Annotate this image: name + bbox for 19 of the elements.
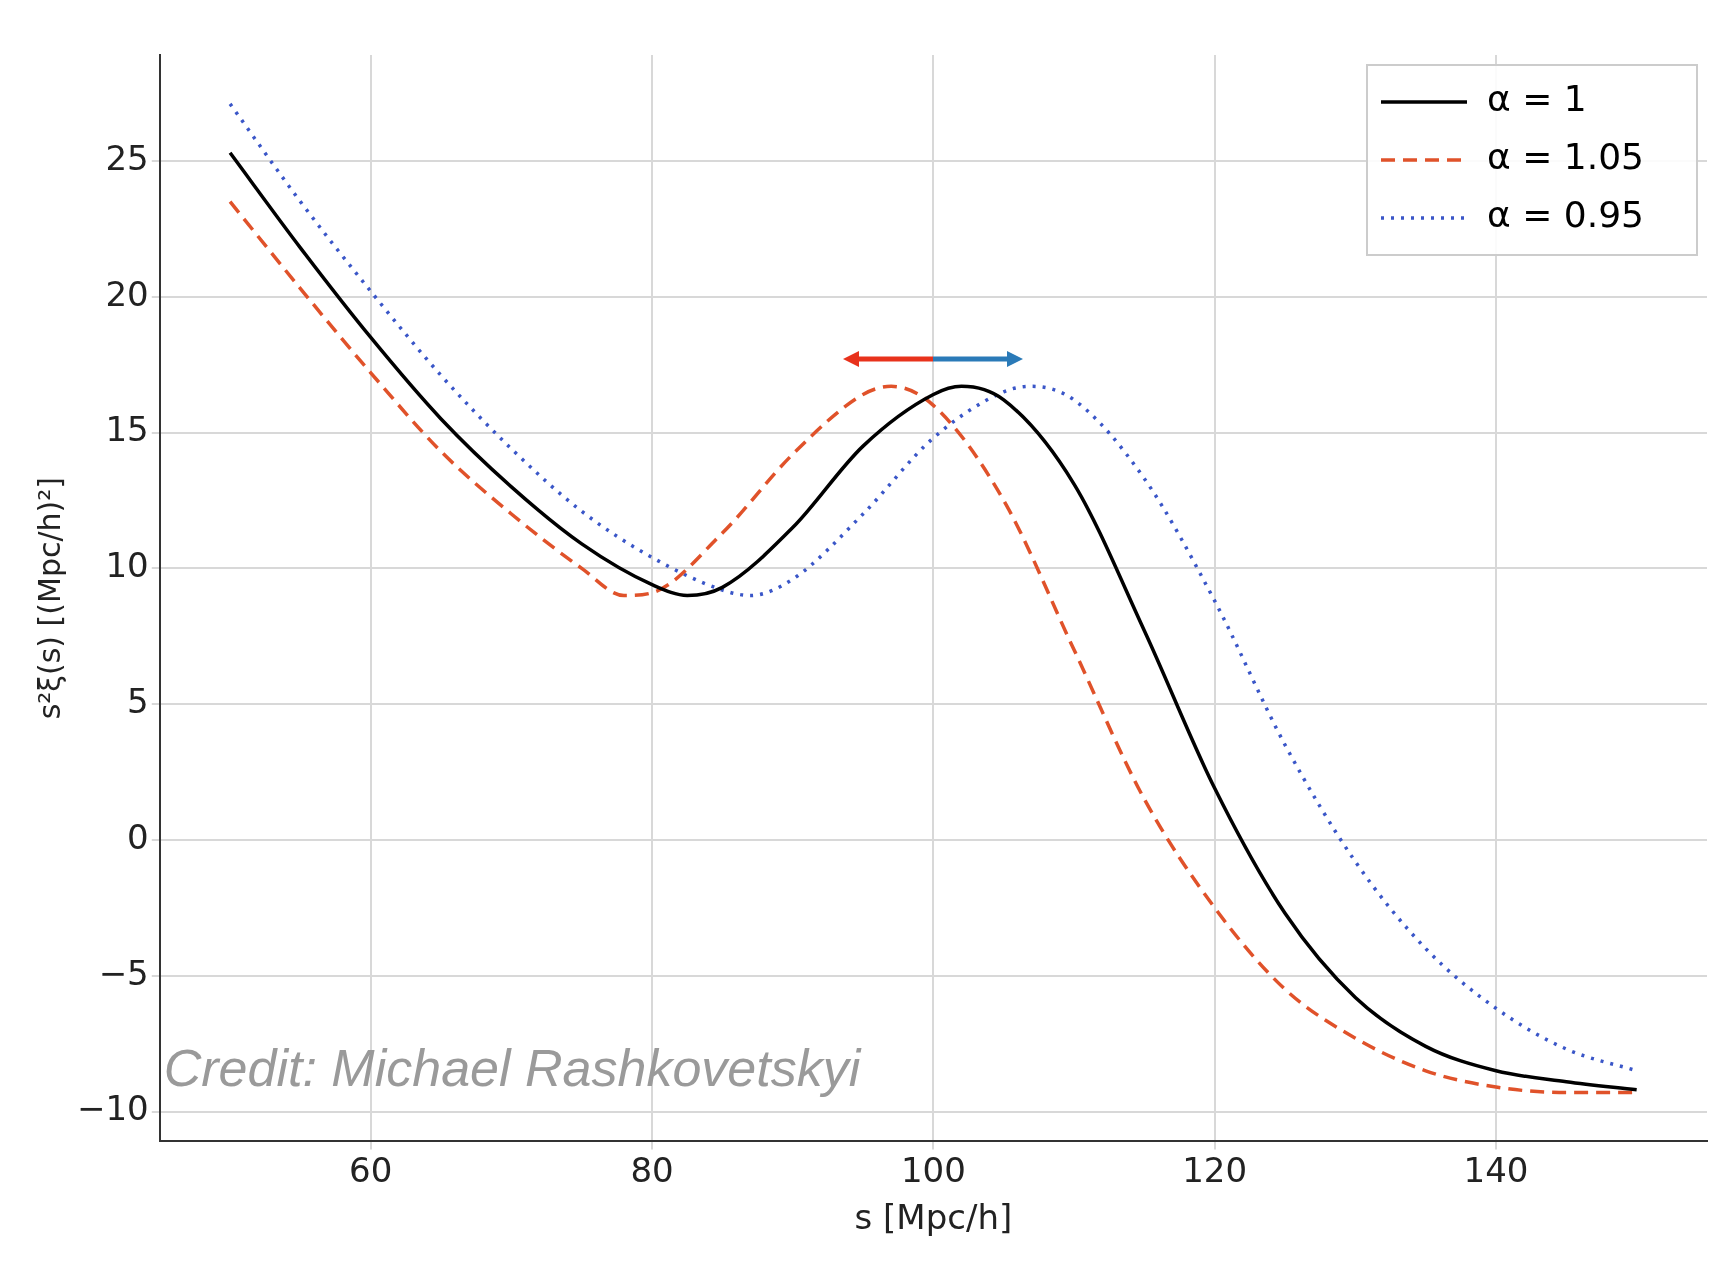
x-tick-label: 100 <box>900 1149 966 1190</box>
annotation: Credit: Michael Rashkovetskyi <box>163 1039 862 1098</box>
y-tick-label: 10 <box>105 545 149 586</box>
y-tick-label: 5 <box>127 680 149 721</box>
x-tick-label: 120 <box>1182 1149 1248 1190</box>
y-tick-label: −5 <box>98 952 149 993</box>
x-tick-label: 140 <box>1463 1149 1529 1190</box>
y-tick-label: −10 <box>76 1088 149 1129</box>
x-axis-title: s [Mpc/h] <box>854 1197 1013 1238</box>
legend-label: α = 0.95 <box>1487 194 1644 236</box>
x-tick-label: 80 <box>630 1149 674 1190</box>
y-tick-label: 15 <box>105 409 149 450</box>
y-axis-title: s²ξ(s) [(Mpc/h)²] <box>31 477 67 720</box>
y-tick-label: 20 <box>105 273 149 314</box>
y-tick-label: 25 <box>105 137 149 178</box>
legend-label: α = 1.05 <box>1487 136 1644 178</box>
legend-label: α = 1 <box>1487 78 1587 120</box>
x-tick-label: 60 <box>349 1149 393 1190</box>
y-tick-label: 0 <box>127 816 149 857</box>
